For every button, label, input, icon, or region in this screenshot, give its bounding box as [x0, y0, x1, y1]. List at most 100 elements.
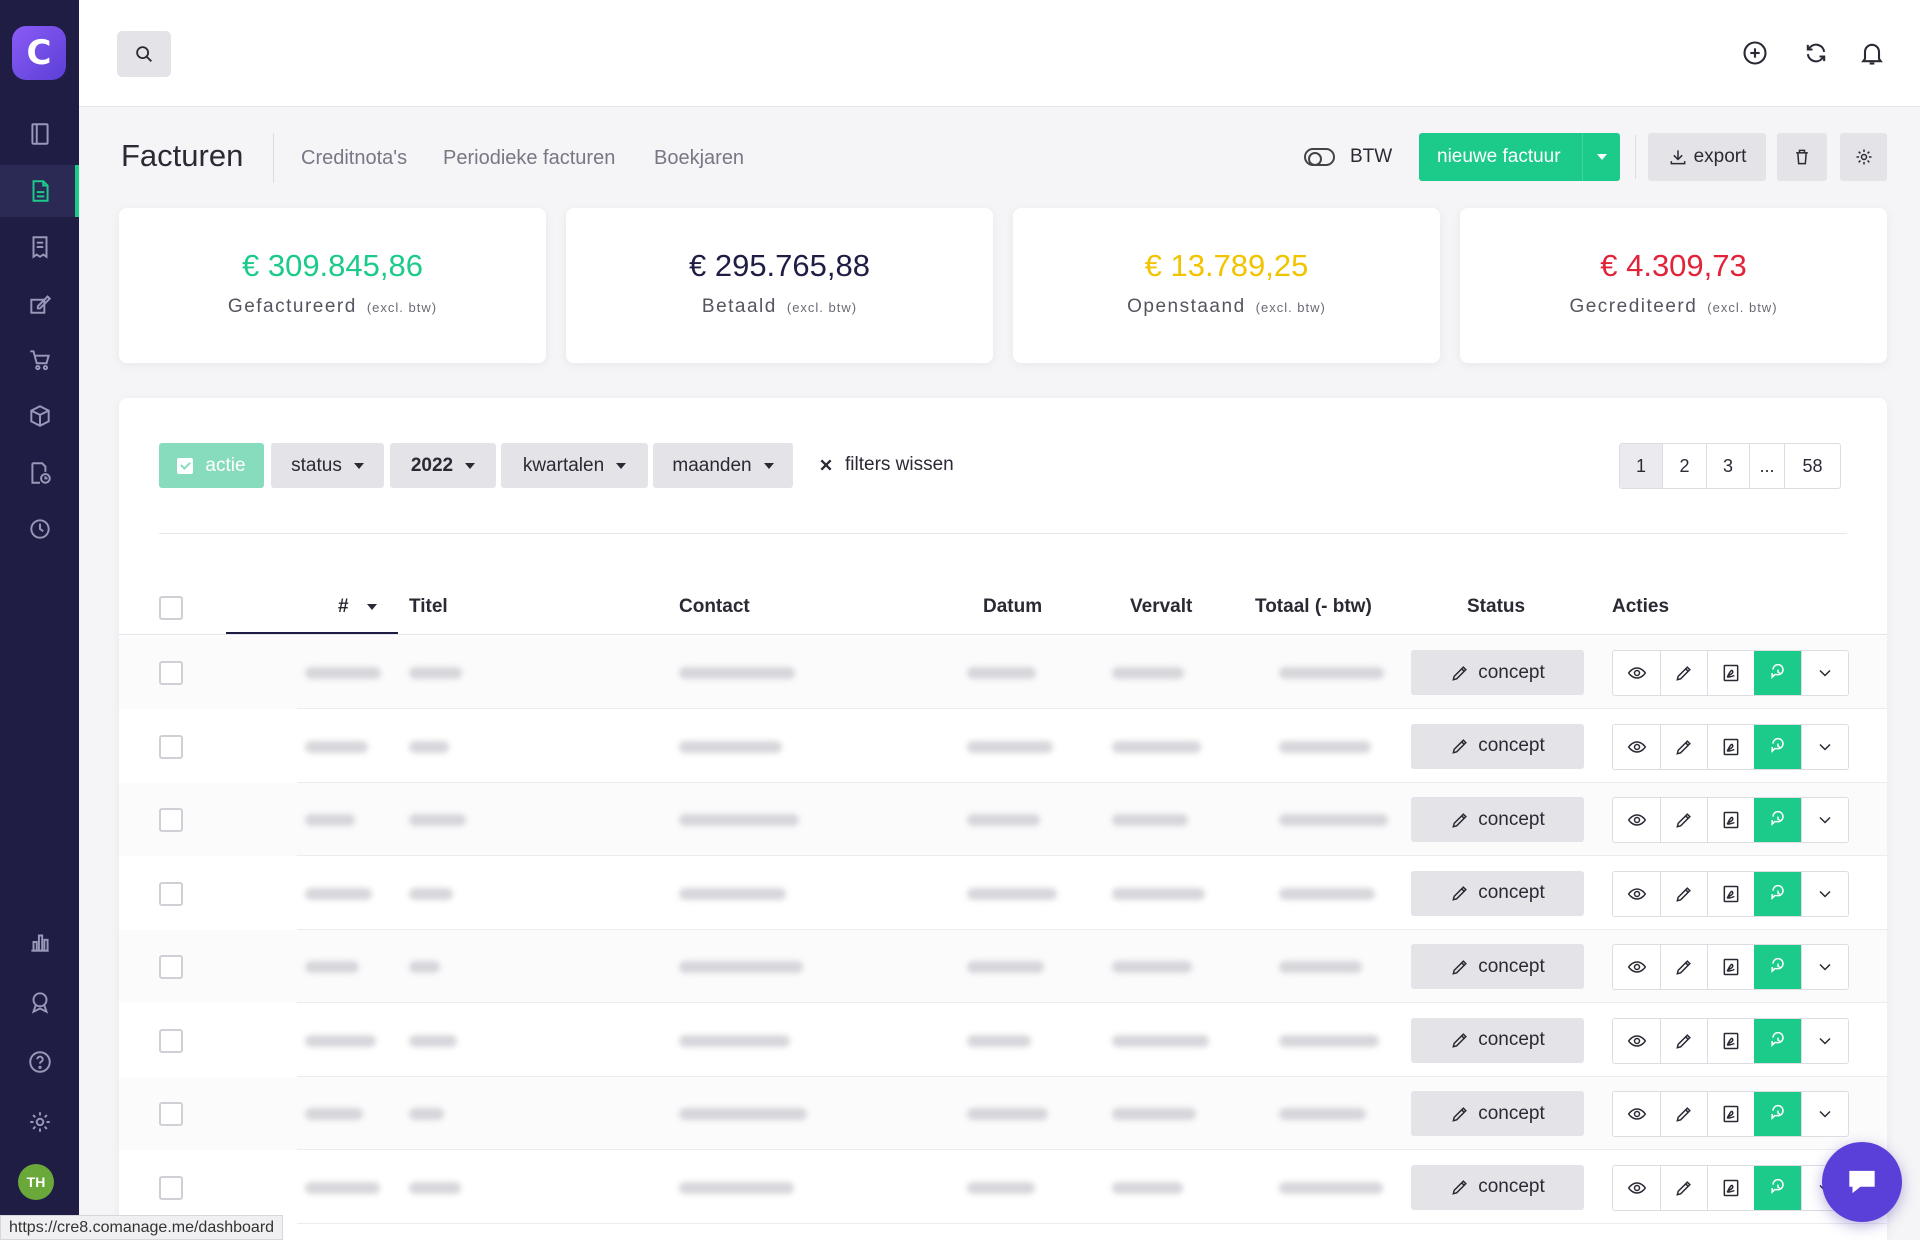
send-reminder-icon[interactable] [1754, 871, 1801, 916]
bell-icon[interactable] [1855, 36, 1889, 70]
chevron-down-icon[interactable] [1801, 798, 1848, 842]
status-button[interactable]: concept [1411, 944, 1584, 989]
pdf-icon[interactable] [1707, 1018, 1754, 1063]
status-filter[interactable]: status [271, 443, 384, 488]
status-button[interactable]: concept [1411, 723, 1584, 769]
status-button[interactable]: concept [1411, 1164, 1584, 1210]
edit-pencil-icon[interactable] [1660, 798, 1707, 842]
btw-toggle[interactable] [1304, 148, 1335, 166]
table-row[interactable]: concept [119, 930, 1887, 1003]
add-circle-icon[interactable] [1738, 36, 1772, 70]
page-58[interactable]: 58 [1784, 444, 1840, 488]
app-logo[interactable]: C [12, 26, 66, 80]
chart-icon[interactable] [0, 916, 79, 968]
chevron-down-icon[interactable] [1801, 1018, 1848, 1063]
settings-icon[interactable] [0, 1096, 79, 1148]
page-1[interactable]: 1 [1620, 444, 1662, 488]
user-avatar[interactable]: TH [18, 1164, 54, 1200]
view-icon[interactable] [1613, 798, 1660, 842]
pdf-icon[interactable] [1707, 945, 1754, 989]
view-icon[interactable] [1613, 724, 1660, 769]
table-row[interactable]: concept [119, 710, 1887, 783]
settings-button[interactable] [1840, 133, 1887, 181]
export-button[interactable]: export [1648, 133, 1766, 181]
status-button[interactable]: concept [1411, 650, 1584, 695]
row-checkbox[interactable] [159, 1175, 183, 1200]
status-button[interactable]: concept [1411, 1017, 1584, 1063]
send-reminder-icon[interactable] [1754, 945, 1801, 989]
view-icon[interactable] [1613, 1092, 1660, 1136]
edit-pencil-icon[interactable] [1660, 651, 1707, 695]
pdf-icon[interactable] [1707, 1092, 1754, 1136]
table-row[interactable]: concept [119, 857, 1887, 930]
year-filter[interactable]: 2022 [390, 443, 496, 488]
edit-pencil-icon[interactable] [1660, 1092, 1707, 1136]
chat-button[interactable] [1822, 1142, 1902, 1222]
view-icon[interactable] [1613, 651, 1660, 695]
book-icon[interactable] [0, 108, 79, 160]
send-reminder-icon[interactable] [1754, 1092, 1801, 1136]
row-checkbox[interactable] [159, 1102, 183, 1126]
edit-pencil-icon[interactable] [1660, 1165, 1707, 1210]
row-checkbox[interactable] [159, 808, 183, 832]
box-icon[interactable] [0, 390, 79, 442]
column-total-header[interactable]: Totaal (- btw) [1255, 596, 1372, 617]
quarters-filter[interactable]: kwartalen [501, 443, 648, 488]
send-reminder-icon[interactable] [1754, 1018, 1801, 1063]
send-reminder-icon[interactable] [1754, 651, 1801, 695]
page-3[interactable]: 3 [1706, 444, 1749, 488]
view-icon[interactable] [1613, 1018, 1660, 1063]
view-icon[interactable] [1613, 1165, 1660, 1210]
edit-pencil-icon[interactable] [1660, 1018, 1707, 1063]
chevron-down-icon[interactable] [1801, 1092, 1848, 1136]
table-row[interactable]: concept [119, 636, 1887, 709]
status-button[interactable]: concept [1411, 870, 1584, 916]
row-checkbox[interactable] [159, 881, 183, 906]
select-all-checkbox[interactable] [159, 596, 183, 620]
refresh-icon[interactable] [1799, 36, 1833, 70]
status-button[interactable]: concept [1411, 1091, 1584, 1136]
help-icon[interactable] [0, 1036, 79, 1088]
badge-icon[interactable] [0, 976, 79, 1028]
row-checkbox[interactable] [159, 734, 183, 759]
view-icon[interactable] [1613, 871, 1660, 916]
tab-boekjaren[interactable]: Boekjaren [654, 147, 745, 169]
column-due-header[interactable]: Vervalt [1130, 596, 1193, 617]
column-contact-header[interactable]: Contact [679, 596, 750, 617]
column-number-header[interactable]: # [338, 596, 377, 618]
table-row[interactable]: concept [119, 1151, 1887, 1224]
status-button[interactable]: concept [1411, 797, 1584, 842]
edit-pencil-icon[interactable] [1660, 724, 1707, 769]
pdf-icon[interactable] [1707, 724, 1754, 769]
pdf-icon[interactable] [1707, 798, 1754, 842]
new-invoice-dropdown[interactable] [1582, 133, 1620, 181]
table-row[interactable]: concept [119, 1077, 1887, 1150]
pdf-icon[interactable] [1707, 1165, 1754, 1210]
clear-filters-button[interactable]: filters wissen [819, 454, 954, 476]
send-reminder-icon[interactable] [1754, 1165, 1801, 1210]
chevron-down-icon[interactable] [1801, 871, 1848, 916]
chevron-down-icon[interactable] [1801, 651, 1848, 695]
view-icon[interactable] [1613, 945, 1660, 989]
cart-icon[interactable] [0, 334, 79, 386]
new-invoice-button[interactable]: nieuwe factuur [1419, 133, 1620, 181]
invoice-icon[interactable] [0, 165, 79, 217]
pdf-icon[interactable] [1707, 871, 1754, 916]
row-checkbox[interactable] [159, 1028, 183, 1053]
tab-creditnotas[interactable]: Creditnota's [301, 147, 408, 169]
column-date-header[interactable]: Datum [983, 596, 1043, 617]
delete-button[interactable] [1777, 133, 1827, 181]
search-button[interactable] [117, 31, 171, 77]
edit-pencil-icon[interactable] [1660, 871, 1707, 916]
pdf-icon[interactable] [1707, 651, 1754, 695]
chevron-down-icon[interactable] [1801, 724, 1848, 769]
months-filter[interactable]: maanden [653, 443, 793, 488]
chevron-down-icon[interactable] [1801, 945, 1848, 989]
column-title-header[interactable]: Titel [409, 596, 448, 617]
row-checkbox[interactable] [159, 661, 183, 685]
page-2[interactable]: 2 [1662, 444, 1706, 488]
table-row[interactable]: concept [119, 1004, 1887, 1077]
clock-icon[interactable] [0, 503, 79, 555]
table-row[interactable]: concept [119, 783, 1887, 856]
edit-pencil-icon[interactable] [1660, 945, 1707, 989]
